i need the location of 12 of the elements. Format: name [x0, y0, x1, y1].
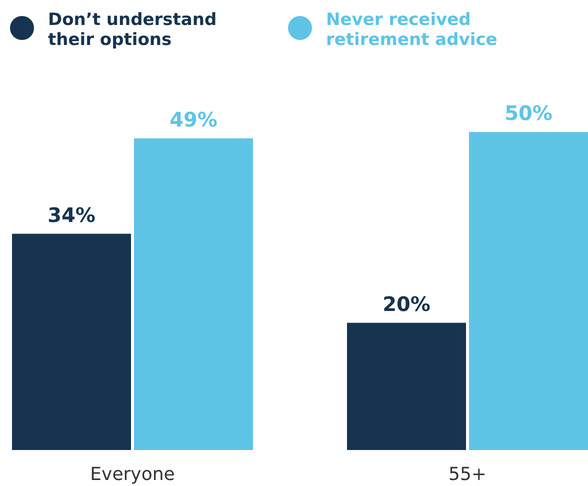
legend-label: Don’t understand their options [48, 10, 217, 50]
data-label: 50% [504, 101, 552, 125]
data-label: 49% [170, 107, 218, 132]
data-label: 20% [382, 292, 430, 316]
data-label: 34% [48, 202, 96, 227]
bar [469, 132, 588, 450]
legend-label: Never received retirement advice [326, 10, 498, 50]
bar [12, 234, 131, 450]
bar [347, 322, 466, 450]
x-tick-label: Everyone [90, 464, 175, 485]
x-tick-label: 55+ [448, 464, 486, 485]
bar [134, 138, 253, 450]
